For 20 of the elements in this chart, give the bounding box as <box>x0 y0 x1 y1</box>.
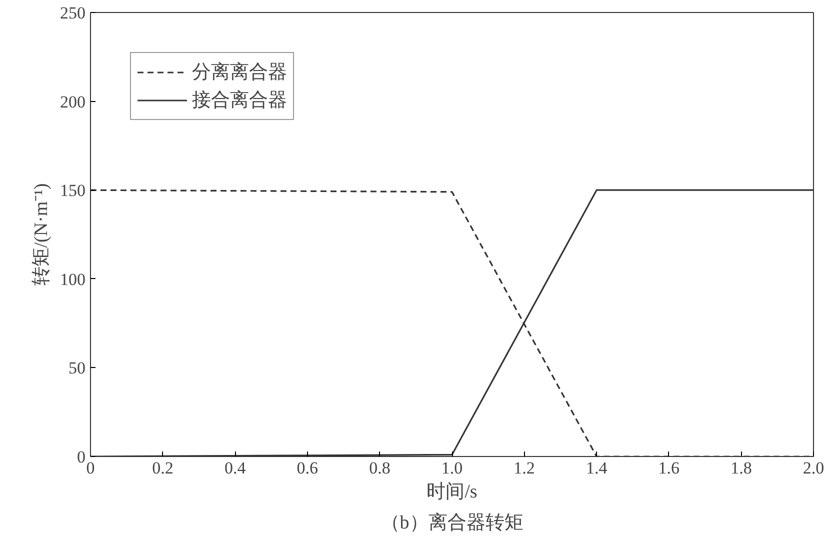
x-axis-title: 时间/s <box>426 482 478 502</box>
x-tick-label: 1.4 <box>586 458 608 478</box>
x-tick-label: 2.0 <box>802 458 824 478</box>
x-tick-label: 1.0 <box>441 458 463 478</box>
x-tick-label: 1.6 <box>658 458 680 478</box>
y-tick-label: 250 <box>60 4 86 22</box>
y-tick-label: 100 <box>60 270 86 289</box>
x-tick-label: 1.2 <box>514 458 535 478</box>
x-tick-label: 0.2 <box>152 458 174 478</box>
y-tick-label: 150 <box>60 181 86 200</box>
legend-label: 分离离合器 <box>192 61 287 85</box>
y-tick-label: 50 <box>68 358 86 378</box>
text: （b）离合器转矩 <box>380 512 524 534</box>
y-tick-label: 200 <box>60 92 86 112</box>
x-tick-label: 0.8 <box>369 458 390 478</box>
x-tick-label: 0.6 <box>296 458 318 478</box>
x-tick-label: 0.4 <box>224 458 246 478</box>
legend-label: 接合离合器 <box>192 89 287 113</box>
x-tick-label: 1.8 <box>730 458 752 478</box>
y-axis-title: 转矩/(N·m⁻¹) <box>31 183 52 286</box>
